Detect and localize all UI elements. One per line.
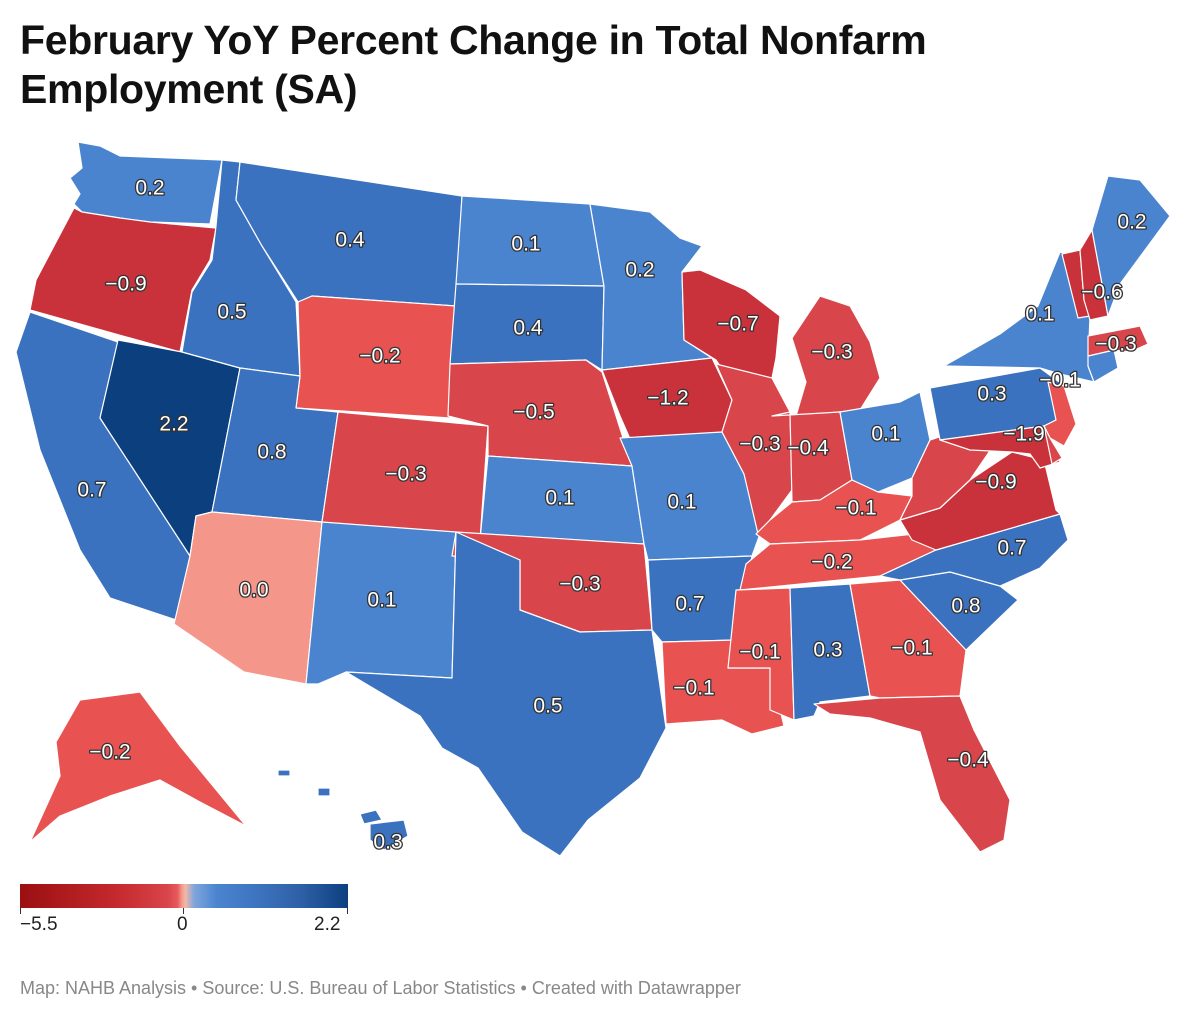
state-tx[interactable] <box>345 531 667 857</box>
state-value-label-il: −0.3 <box>739 433 780 456</box>
state-sd[interactable] <box>449 283 605 371</box>
legend-tick-mid <box>183 908 184 914</box>
state-value-label-wi: −0.7 <box>717 313 758 336</box>
state-value-label-in: −0.4 <box>787 437 829 460</box>
state-value-label-ga: −0.1 <box>891 637 932 660</box>
legend-label-min: −5.5 <box>20 914 58 935</box>
source-footer: Map: NAHB Analysis • Source: U.S. Bureau… <box>20 978 741 998</box>
state-value-label-nd: 0.1 <box>511 233 540 256</box>
state-shapes <box>15 141 1171 857</box>
state-de[interactable] <box>1043 425 1063 465</box>
state-fl[interactable] <box>813 695 1011 853</box>
us-state-map: 0.2 −0.9 0.7 2.2 0.5 0.4 −0.2 0.8 0.0 −0.3 0.1 0.1 0… <box>15 141 1171 857</box>
state-value-label-ne: −0.5 <box>513 401 554 424</box>
state-value-label-tn: −0.2 <box>811 551 852 574</box>
state-value-label-ky: −0.1 <box>835 497 876 520</box>
state-value-label-wy: −0.2 <box>359 345 400 368</box>
state-value-label-nc: 0.7 <box>997 537 1026 560</box>
state-value-label-ma: −0.3 <box>1095 333 1136 356</box>
state-value-label-nv: 2.2 <box>159 413 188 436</box>
state-value-label-ny: 0.1 <box>1025 303 1054 326</box>
state-value-label-co: −0.3 <box>385 463 426 486</box>
state-value-label-sc: 0.8 <box>951 595 980 618</box>
legend-label-mid: 0 <box>177 914 188 935</box>
state-value-label-id: 0.5 <box>217 301 246 324</box>
state-wi[interactable] <box>681 269 781 385</box>
state-mi[interactable] <box>791 295 881 417</box>
state-value-label-me: 0.2 <box>1117 211 1146 234</box>
state-value-labels: 0.2 −0.9 0.7 2.2 0.5 0.4 −0.2 0.8 0.0 −0.3 0.1 0.1 0… <box>76 175 1148 855</box>
state-value-label-nh: −0.6 <box>1081 281 1122 304</box>
state-me[interactable] <box>1091 175 1171 317</box>
state-value-label-ut: 0.8 <box>257 441 286 464</box>
chart-title: February YoY Percent Change in Total Non… <box>20 17 927 112</box>
state-hi[interactable] <box>277 769 409 851</box>
state-value-label-ak: −0.2 <box>89 741 130 764</box>
state-value-label-nj: −0.1 <box>1039 369 1080 392</box>
state-ak[interactable] <box>29 691 247 843</box>
state-value-label-wa: 0.2 <box>135 177 164 200</box>
state-value-label-tx: 0.5 <box>533 695 562 718</box>
state-value-label-al: 0.3 <box>813 639 842 662</box>
state-value-label-mi: −0.3 <box>811 341 852 364</box>
state-value-label-mn: 0.2 <box>625 259 654 282</box>
legend-label-max: 2.2 <box>314 914 341 935</box>
state-or[interactable] <box>29 207 217 353</box>
state-value-label-mo: 0.1 <box>667 491 696 514</box>
state-value-label-ca: 0.7 <box>77 479 106 502</box>
legend-tick-max <box>347 908 348 914</box>
state-value-label-or: −0.9 <box>105 273 146 296</box>
state-value-label-oh: 0.1 <box>871 423 900 446</box>
state-nh[interactable] <box>1079 229 1109 321</box>
state-value-label-sd: 0.4 <box>513 317 543 340</box>
state-value-label-hi: 0.3 <box>373 831 402 854</box>
state-value-label-md: −1.9 <box>1003 423 1044 446</box>
state-value-label-az: 0.0 <box>239 579 268 602</box>
state-value-label-mt: 0.4 <box>335 229 365 252</box>
state-nj[interactable] <box>1043 381 1077 447</box>
state-value-label-fl: −0.4 <box>947 749 989 772</box>
state-value-label-ia: −1.2 <box>647 387 688 410</box>
state-value-label-pa: 0.3 <box>977 383 1006 406</box>
state-value-label-la: −0.1 <box>673 677 714 700</box>
state-value-label-va: −0.9 <box>975 471 1016 494</box>
legend-tick-min <box>20 908 21 914</box>
color-legend: −5.5 0 2.2 <box>20 884 348 935</box>
state-value-label-ms: −0.1 <box>739 641 780 664</box>
state-value-label-ks: 0.1 <box>545 487 574 510</box>
state-value-label-nm: 0.1 <box>367 589 396 612</box>
state-value-label-ok: −0.3 <box>559 573 600 596</box>
state-ma[interactable] <box>1087 325 1149 357</box>
legend-gradient-bar <box>20 884 348 908</box>
state-value-label-ar: 0.7 <box>675 593 704 616</box>
